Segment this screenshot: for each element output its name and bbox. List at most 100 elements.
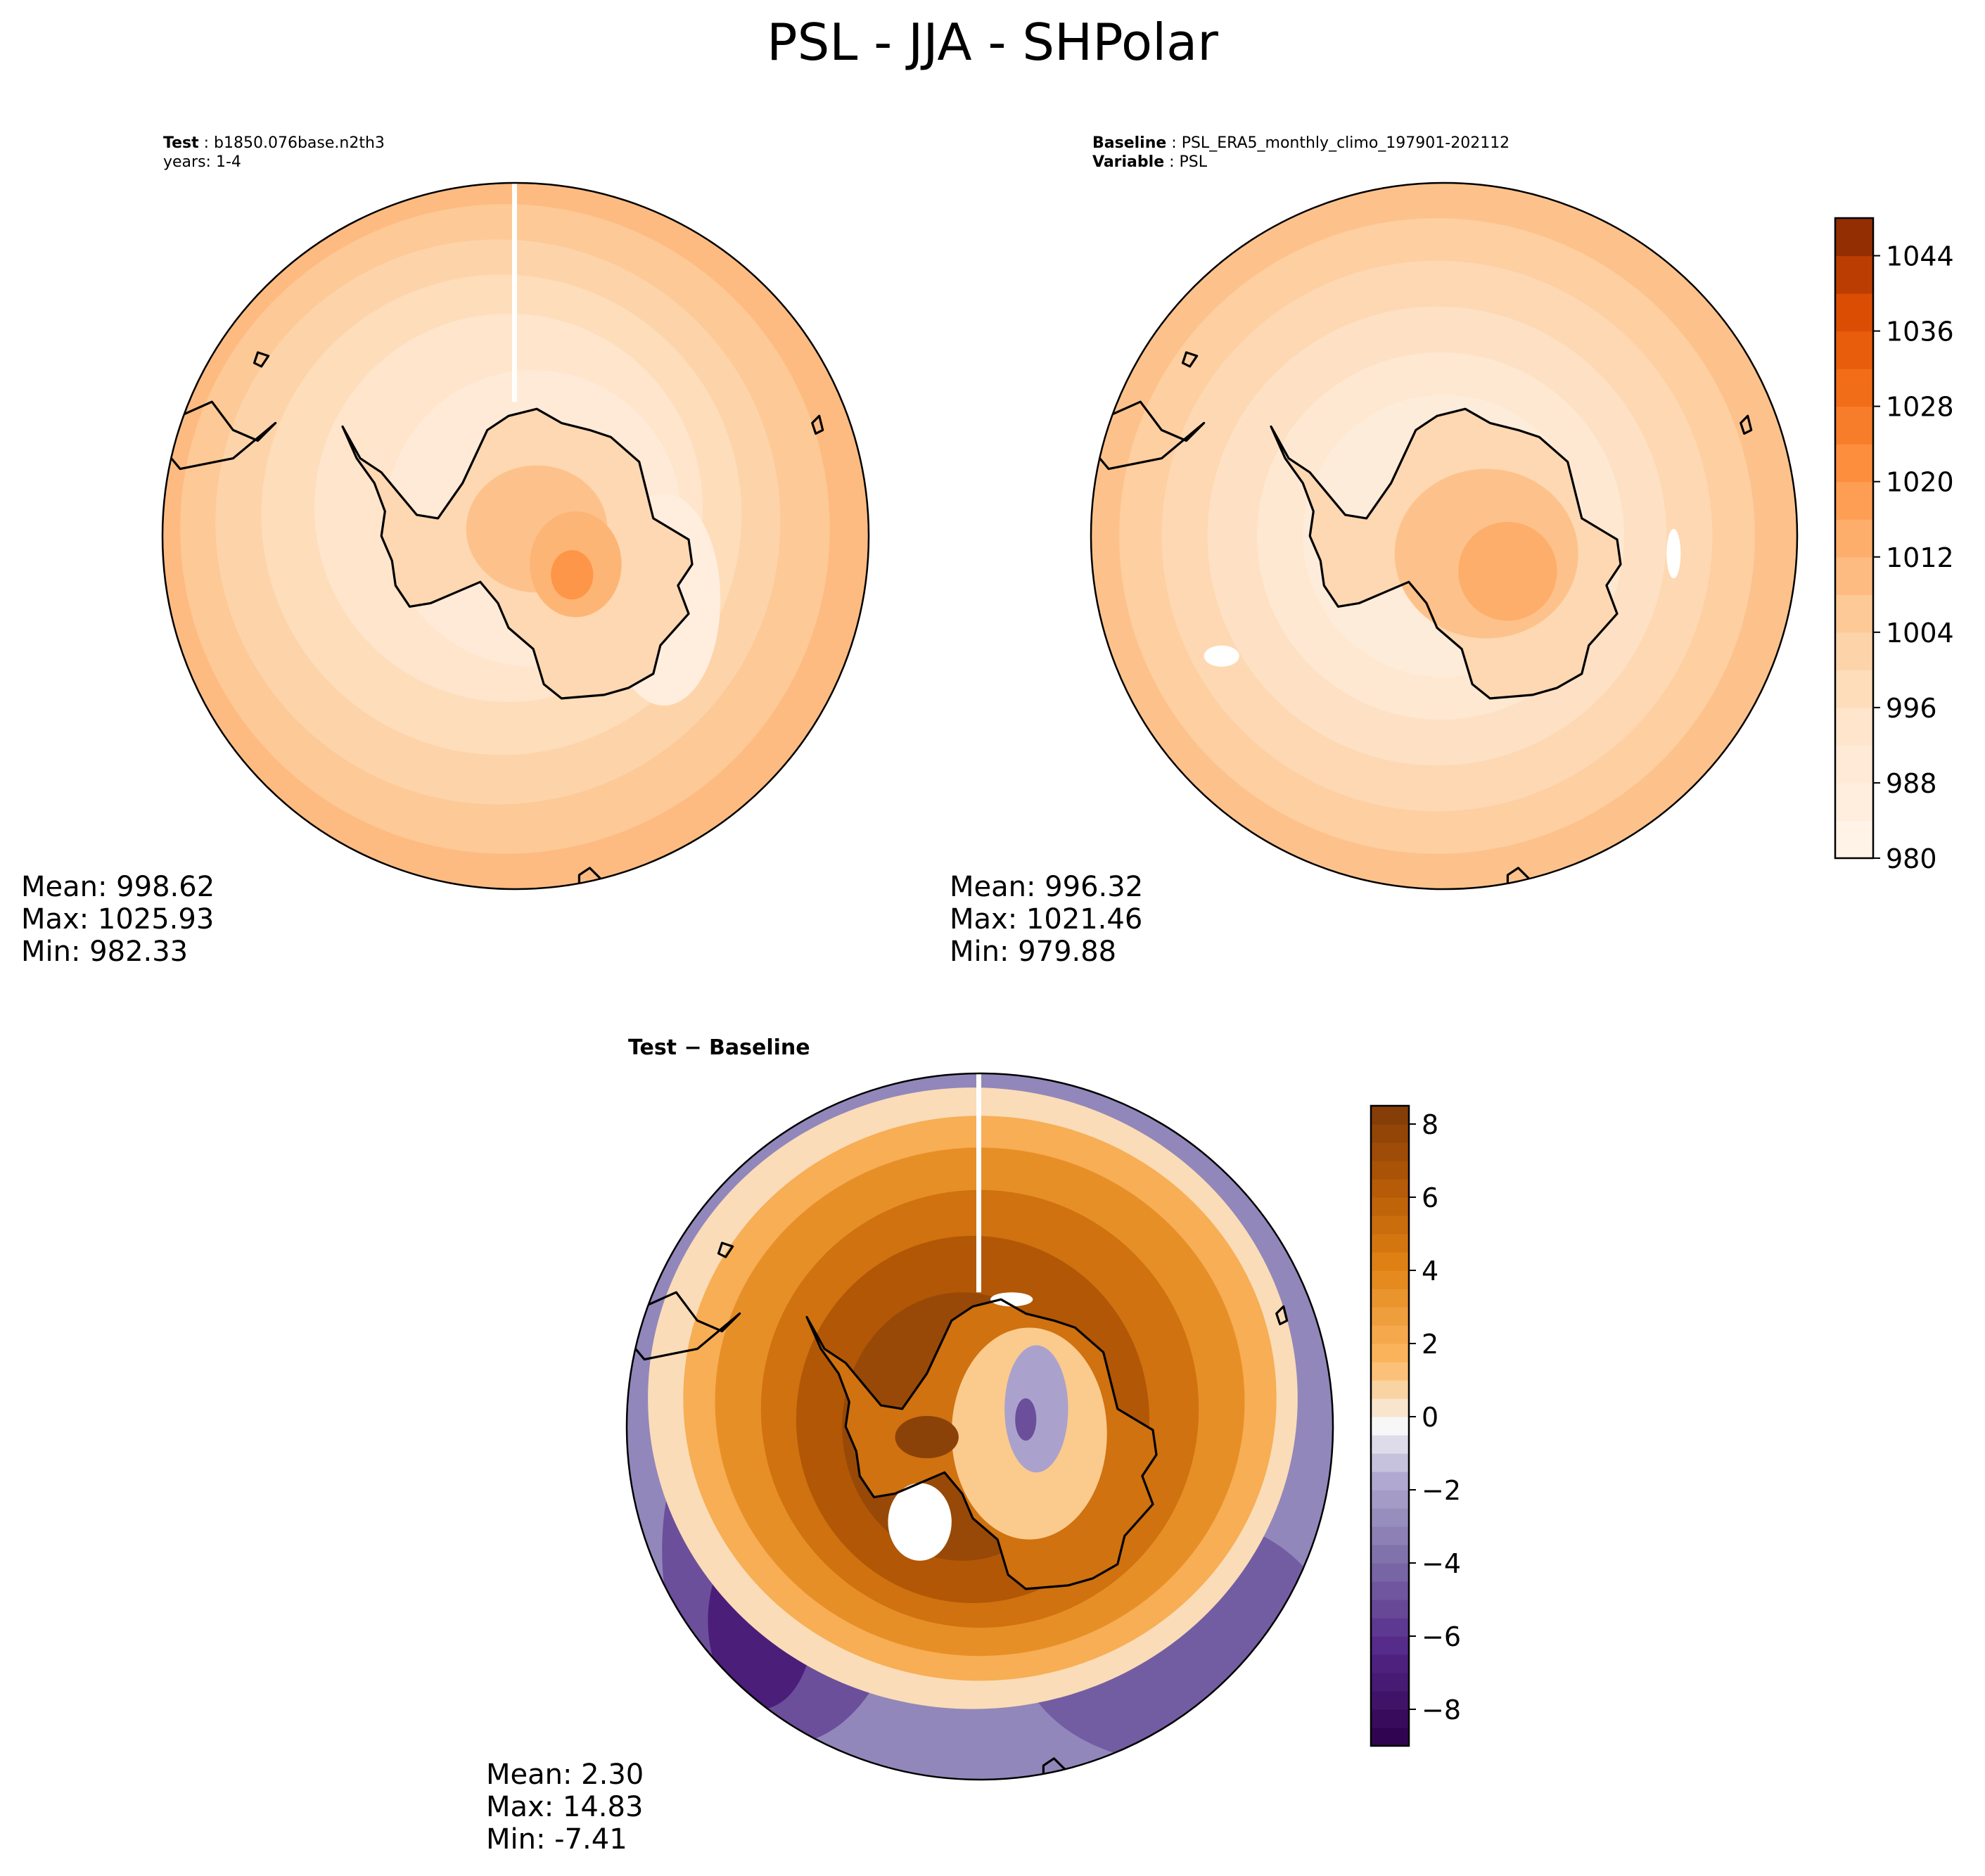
baseline-meta-label: Baseline — [1092, 134, 1167, 152]
baseline-map — [1091, 183, 1797, 889]
colorbar-segment — [1835, 369, 1873, 407]
colorbar-segment — [1371, 1289, 1409, 1308]
colorbar-segment — [1371, 1563, 1409, 1582]
colorbar-segment — [1371, 1453, 1409, 1472]
baseline-stats: Mean: 996.32 Max: 1021.46 Min: 979.88 — [950, 871, 1143, 968]
diff-colorbar-tick-label: 4 — [1422, 1256, 1438, 1287]
colorbar-segment — [1835, 331, 1873, 369]
island-coastline — [1275, 1305, 1289, 1325]
test-meta: Test : b1850.076base.n2th3 years: 1-4 — [163, 134, 385, 171]
colorbar-segment — [1835, 632, 1873, 670]
colorbar-segment — [1835, 707, 1873, 746]
diff-colorbar: −8 −6 −4 −2 0 2 4 6 8 — [1370, 1104, 1461, 1747]
variable-name: PSL — [1179, 153, 1208, 171]
island-coastline — [253, 351, 270, 368]
psl-colorbar: 980 988 996 1004 1012 1020 1028 1036 1044 — [1834, 217, 1954, 874]
colorbar-segment — [1371, 1161, 1409, 1180]
colorbar-segment — [1371, 1106, 1409, 1125]
psl-colorbar-tick-label: 1020 — [1886, 467, 1954, 498]
baseline-mean: Mean: 996.32 — [950, 871, 1144, 903]
figure-title: PSL - JJA - SHPolar — [767, 13, 1218, 72]
colorbar-segment — [1371, 1490, 1409, 1509]
colorbar-segment — [1835, 255, 1873, 294]
colorbar-segment — [1835, 594, 1873, 633]
negative-anomaly-core — [1015, 1398, 1037, 1441]
colorbar-segment — [1371, 1508, 1409, 1527]
test-case-name: b1850.076base.n2th3 — [214, 134, 385, 152]
psl-colorbar-tick-label: 1036 — [1886, 317, 1954, 347]
diff-map-boundary — [625, 1072, 1334, 1781]
diff-colorbar-tick-label: −8 — [1422, 1695, 1461, 1725]
colorbar-segment — [1835, 293, 1873, 332]
colorbar-segment — [1835, 556, 1873, 595]
island-coastline — [1740, 414, 1753, 435]
test-map-boundary — [161, 181, 870, 891]
diff-min: Min: -7.41 — [486, 1823, 627, 1856]
colorbar-segment — [1371, 1270, 1409, 1289]
baseline-case-name: PSL_ERA5_monthly_climo_197901-202112 — [1181, 134, 1510, 152]
psl-colorbar-tick-label: 996 — [1886, 693, 1937, 724]
south-america-coastline — [627, 1291, 741, 1361]
diff-colorbar-tick-label: −6 — [1422, 1621, 1461, 1652]
masked-region — [990, 1292, 1033, 1307]
psl-colorbar-tick-label: 1004 — [1886, 618, 1954, 649]
colorbar-segment — [1371, 1124, 1409, 1143]
test-mean: Mean: 998.62 — [21, 871, 215, 903]
diff-panel-title: Test − Baseline — [628, 1035, 810, 1060]
colorbar-segment — [1835, 519, 1873, 558]
colorbar-segment — [1371, 1600, 1409, 1619]
low-pressure-region — [1204, 645, 1239, 667]
low-pressure-region — [1666, 528, 1681, 579]
colorbar-segment — [1371, 1398, 1409, 1417]
island-coastline — [717, 1242, 734, 1258]
antarctica-coastline — [1270, 407, 1622, 700]
colorbar-segment — [1371, 1325, 1409, 1344]
colorbar-segment — [1835, 444, 1873, 483]
colorbar-segment — [1835, 670, 1873, 708]
south-america-coastline — [162, 400, 277, 471]
negative-anomaly-region — [1004, 1345, 1068, 1473]
colorbar-segment — [1835, 820, 1873, 859]
colorbar-segment — [1371, 1472, 1409, 1491]
colorbar-segment — [1371, 1618, 1409, 1637]
colorbar-segment — [1371, 1344, 1409, 1363]
africa-coastline — [1506, 867, 1531, 889]
africa-coastline — [577, 867, 602, 889]
colorbar-segment — [1835, 782, 1873, 822]
colorbar-segment — [1371, 1636, 1409, 1655]
colorbar-frame — [1834, 217, 1875, 860]
test-min: Min: 982.33 — [21, 936, 189, 968]
diff-max: Max: 14.83 — [486, 1791, 644, 1823]
colorbar-segment — [1371, 1545, 1409, 1564]
colorbar-segment — [1371, 1179, 1409, 1198]
colorbar-segment — [1371, 1307, 1409, 1326]
island-coastline — [811, 414, 824, 435]
island-coastline — [1181, 351, 1199, 368]
diff-mean: Mean: 2.30 — [486, 1759, 644, 1791]
diff-colorbar-tick-label: −2 — [1422, 1475, 1461, 1506]
colorbar-segment — [1371, 1435, 1409, 1454]
baseline-min: Min: 979.88 — [950, 936, 1117, 968]
psl-colorbar-tick-label: 1044 — [1886, 241, 1954, 272]
baseline-map-boundary — [1090, 181, 1799, 891]
colorbar-segment — [1835, 218, 1873, 257]
psl-colorbar-tick-label: 1028 — [1886, 392, 1954, 423]
colorbar-segment — [1371, 1362, 1409, 1381]
colorbar-segment — [1371, 1234, 1409, 1253]
variable-label: Variable — [1092, 153, 1165, 171]
colorbar-segment — [1835, 745, 1873, 784]
colorbar-segment — [1371, 1142, 1409, 1161]
colorbar-segment — [1371, 1197, 1409, 1216]
diff-colorbar-tick-label: 0 — [1422, 1402, 1438, 1433]
antarctica-coastline — [341, 407, 694, 700]
dateline-seam — [976, 1073, 981, 1293]
psl-colorbar-tick-label: 980 — [1886, 843, 1937, 874]
colorbar-segment — [1371, 1709, 1409, 1728]
high-pressure-core — [1458, 521, 1557, 621]
colorbar-segment — [1371, 1691, 1409, 1710]
colorbar-segment — [1371, 1673, 1409, 1692]
diff-colorbar-tick-label: 8 — [1422, 1109, 1438, 1140]
colorbar-segment — [1371, 1526, 1409, 1545]
test-max: Max: 1025.93 — [21, 903, 215, 936]
